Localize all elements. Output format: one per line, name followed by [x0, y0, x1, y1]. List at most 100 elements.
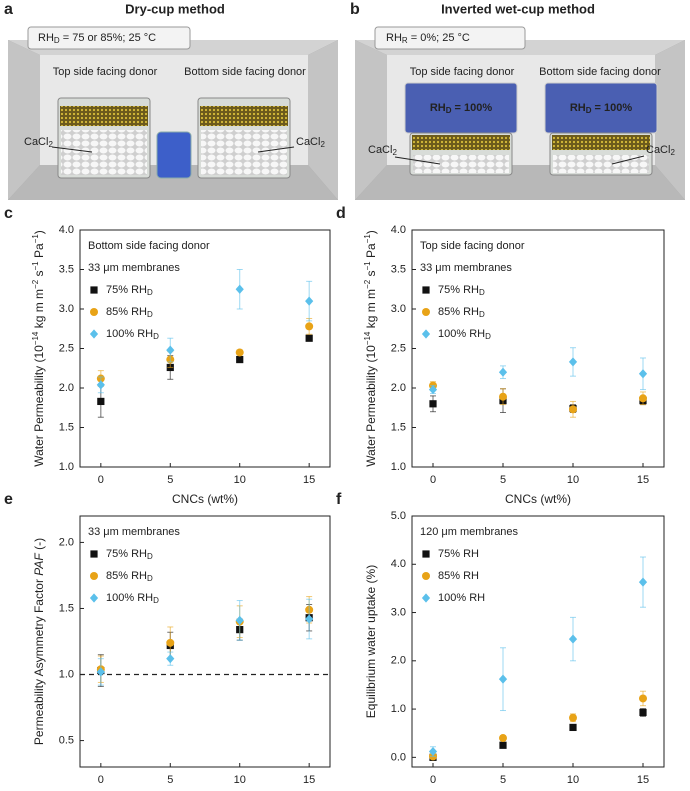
text-part: 85% RH [438, 306, 479, 318]
desiccant [553, 155, 649, 173]
text-part: Pa [364, 243, 378, 261]
text-part: D [479, 310, 485, 319]
panel-letter: e [4, 491, 13, 508]
y-tick-label: 3.5 [59, 263, 74, 275]
panel-letter: b [350, 1, 360, 18]
text-part: −14 [363, 331, 372, 345]
y-tick-label: 0.0 [391, 751, 406, 763]
y-tick-label: 3.0 [391, 303, 406, 315]
text-part: Pa [32, 243, 46, 261]
condition-tab [374, 26, 526, 50]
data-point [429, 400, 437, 408]
cup-label: Top side facing donor [53, 66, 158, 78]
desiccant [413, 155, 509, 173]
text-part: −14 [31, 331, 40, 345]
data-point [569, 713, 577, 722]
salt-label: CaCl2 [646, 144, 675, 157]
legend-label: 85% RHD [106, 306, 153, 319]
legend-marker [90, 286, 98, 294]
text-part: R [402, 36, 408, 45]
legend-marker [90, 308, 98, 316]
data-point [96, 667, 105, 677]
text-part: 2 [48, 140, 53, 149]
y-tick-label: 4.0 [391, 224, 406, 236]
y-tick-label: 3.0 [59, 303, 74, 315]
data-point [166, 638, 175, 647]
annotation: Top side facing donor [420, 240, 525, 252]
chamber-left [8, 40, 40, 200]
text-part: D [586, 106, 592, 115]
text-part: D [153, 596, 159, 605]
y-tick-label: 4.0 [59, 224, 74, 236]
desiccant [201, 130, 287, 175]
data-point [639, 708, 647, 717]
annotation: Bottom side facing donor [88, 240, 210, 252]
x-tick-label: 5 [500, 474, 506, 486]
y-tick-label: 0.5 [59, 734, 74, 746]
data-point [498, 367, 508, 377]
text-part: D [54, 36, 60, 45]
x-tick-label: 5 [167, 774, 173, 786]
y-tick-label: 5.0 [391, 510, 406, 522]
x-tick-label: 0 [98, 774, 104, 786]
annotation: 120 μm membranes [420, 526, 519, 538]
data-point [166, 345, 175, 355]
text-part: RH [570, 102, 586, 114]
legend-marker [421, 329, 431, 339]
legend-label: 85% RHD [106, 570, 153, 583]
legend-label: 100% RHD [106, 592, 159, 605]
donor-label: RHD = 100% [430, 102, 493, 115]
data-point [235, 615, 244, 625]
desiccant [61, 130, 147, 175]
membrane [60, 106, 148, 126]
leader [257, 146, 295, 153]
salt-label: CaCl2 [368, 144, 397, 157]
y-tick-label: 2.0 [391, 382, 406, 394]
text-part: 85% RH [106, 306, 147, 318]
panel-title: Dry-cup method [125, 1, 225, 16]
text-part: ) [32, 230, 46, 234]
x-tick-label: 0 [430, 774, 436, 786]
text-part: D [479, 288, 485, 297]
membrane [200, 106, 288, 126]
panel-title: Inverted wet-cup method [441, 1, 595, 16]
text-part: D [147, 574, 153, 583]
legend-label: 75% RHD [106, 284, 153, 297]
x-tick-label: 10 [234, 474, 246, 486]
annotation: 33 μm membranes [420, 262, 512, 274]
salt-label: CaCl2 [24, 136, 53, 149]
text-part: −1 [363, 234, 372, 244]
panel-letter: f [336, 491, 342, 508]
y-tick-label: 1.5 [59, 421, 74, 433]
text-part: D [147, 310, 153, 319]
data-point [235, 284, 244, 294]
y-axis-label: Permeability Asymmetry Factor PAF (-) [32, 538, 46, 745]
legend-marker [422, 572, 430, 580]
beaker [156, 131, 192, 179]
data-point [568, 634, 578, 644]
legend-label: 85% RH [438, 570, 479, 582]
text-part: 100% RH [438, 328, 485, 340]
donor-label: RHD = 100% [570, 102, 633, 115]
x-tick-label: 15 [303, 774, 315, 786]
text-part: D [147, 288, 153, 297]
data-point [305, 322, 314, 331]
y-tick-label: 1.0 [59, 461, 74, 473]
leader [611, 155, 645, 165]
condition-tab [27, 26, 191, 50]
leader [394, 156, 441, 165]
text-part: Water Permeability (10 [364, 345, 378, 467]
y-tick-label: 3.0 [391, 606, 406, 618]
x-tick-label: 0 [98, 474, 104, 486]
text-part: = 75 or 85%; 25 °C [60, 32, 156, 44]
y-tick-label: 2.0 [59, 382, 74, 394]
data-point [498, 674, 508, 684]
y-tick-label: 1.5 [391, 421, 406, 433]
legend-marker [422, 308, 430, 316]
x-axis-label: CNCs (wt%) [172, 492, 238, 506]
data-point [97, 397, 105, 406]
x-tick-label: 10 [234, 774, 246, 786]
text-part: 2 [320, 140, 325, 149]
y-tick-label: 1.0 [391, 703, 406, 715]
